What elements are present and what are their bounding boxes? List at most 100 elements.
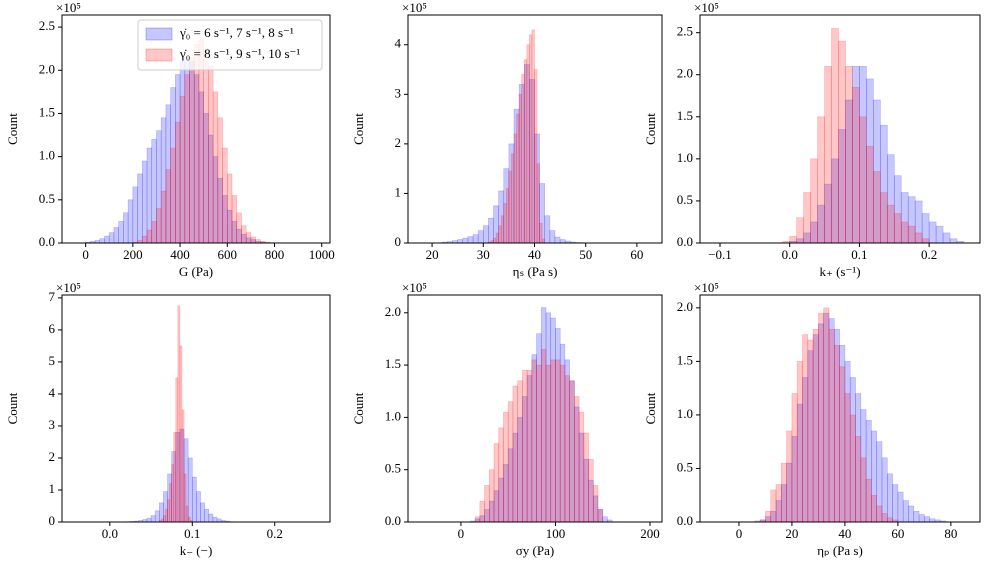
- histogram-bar: [141, 235, 148, 244]
- x-tick-label: 40: [528, 247, 541, 262]
- histogram-bar: [536, 364, 542, 523]
- axes-frame: [407, 294, 663, 523]
- histogram-bar: [184, 74, 190, 244]
- histogram-bar: [160, 190, 167, 244]
- histogram-bar: [880, 192, 888, 244]
- y-tick-label: 2.0: [39, 61, 55, 76]
- x-tick-label: 20: [785, 526, 798, 541]
- histogram-bar: [881, 457, 888, 523]
- histogram-bar: [540, 349, 547, 523]
- histogram-bar: [578, 411, 585, 523]
- y-tick-label: 0.5: [385, 461, 401, 476]
- legend-box: [137, 19, 323, 71]
- histogram-bar: [250, 236, 256, 244]
- histogram-bar: [189, 57, 195, 244]
- histogram-bar: [526, 44, 530, 244]
- histogram-bar: [113, 227, 119, 244]
- histogram-bar: [479, 500, 485, 523]
- histogram-bar: [886, 473, 893, 523]
- x-tick-label: 0.2: [267, 526, 283, 541]
- histogram-bar: [137, 173, 143, 244]
- histogram-bar: [574, 396, 580, 523]
- histogram-bar: [828, 328, 835, 523]
- histogram-bar: [457, 239, 464, 244]
- histogram-bar: [203, 48, 209, 244]
- histogram-bar: [516, 113, 520, 244]
- y-tick-label: 0.5: [39, 191, 55, 206]
- histogram-bar: [802, 334, 809, 523]
- y-tick-label: 0: [395, 234, 402, 249]
- histogram-bar: [534, 69, 538, 244]
- histogram-bar: [554, 236, 561, 244]
- histogram-bar: [559, 239, 566, 244]
- histogram-bar: [873, 171, 881, 244]
- histogram-bar: [522, 370, 528, 523]
- x-axis-label: ηₛ (Pa s): [513, 264, 558, 279]
- histogram-bar: [786, 430, 793, 523]
- histogram-bar: [200, 502, 205, 523]
- y-tick-label: 0.0: [677, 513, 693, 528]
- histogram-bar: [513, 133, 517, 244]
- histogram-bar: [781, 462, 787, 523]
- y-tick-label: 1.0: [385, 408, 401, 423]
- x-axis-label: k₊ (s⁻¹): [819, 264, 860, 279]
- histogram-bar: [151, 221, 157, 244]
- histogram-bar: [108, 232, 115, 244]
- histogram-bar: [179, 345, 183, 523]
- y-tick-label: 5: [49, 353, 56, 368]
- histogram-bar: [212, 516, 218, 523]
- histogram-bar: [900, 221, 909, 244]
- histogram-bar: [167, 499, 170, 523]
- histogram-bar: [503, 203, 507, 244]
- histogram-bar: [529, 34, 533, 244]
- histogram-bar: [564, 375, 570, 523]
- x-tick-label: 200: [640, 526, 660, 541]
- histogram-bar: [255, 239, 261, 244]
- histogram-bar: [839, 366, 846, 523]
- histogram-bar: [503, 411, 509, 523]
- histogram-bar: [893, 213, 902, 244]
- histogram-bar: [177, 305, 181, 523]
- histogram-bar: [165, 508, 168, 523]
- histogram-bar: [146, 517, 152, 523]
- histogram-bar: [775, 484, 782, 523]
- histogram-bar: [236, 212, 242, 244]
- histogram-bar: [507, 401, 514, 523]
- y-axis-label: Count: [351, 113, 366, 145]
- histogram-bar: [796, 217, 804, 244]
- histogram-bar: [467, 236, 474, 244]
- x-tick-label: 0.1: [184, 526, 200, 541]
- histogram-bar: [484, 485, 490, 523]
- x-tick-label: 30: [477, 247, 490, 262]
- histogram-bar: [245, 232, 252, 244]
- y-tick-label: 2.0: [385, 304, 401, 319]
- histogram-bar: [187, 516, 191, 523]
- histogram-bar: [810, 158, 818, 244]
- y-multiplier: ×10⁵: [56, 0, 81, 15]
- y-tick-label: 0.0: [385, 513, 401, 528]
- histogram-bar: [212, 91, 219, 244]
- y-axis-label: Count: [643, 392, 658, 424]
- y-tick-label: 4: [395, 36, 402, 51]
- x-tick-label: 0: [736, 526, 743, 541]
- histogram-bar: [204, 508, 210, 523]
- histogram-bar: [860, 457, 867, 523]
- x-axis-label: σy (Pa): [516, 543, 554, 558]
- histogram-bar: [512, 385, 518, 523]
- histogram-bar: [506, 188, 510, 244]
- histogram-bar: [123, 212, 129, 244]
- histogram-bar: [493, 237, 497, 244]
- x-tick-label: 0.1: [851, 247, 867, 262]
- histogram-bar: [544, 215, 551, 244]
- y-tick-label: 6: [49, 321, 56, 336]
- y-tick-label: 7: [49, 289, 56, 304]
- histogram-bar: [831, 28, 839, 244]
- histogram-bar: [818, 312, 825, 523]
- histogram-bar: [866, 145, 874, 244]
- axes-frame: [61, 14, 331, 244]
- histogram-bar: [852, 87, 860, 244]
- y-axis-label: Count: [5, 113, 20, 145]
- x-tick-label: 800: [265, 247, 285, 262]
- y-axis-label: Count: [643, 113, 658, 145]
- x-tick-label: 0.2: [921, 247, 937, 262]
